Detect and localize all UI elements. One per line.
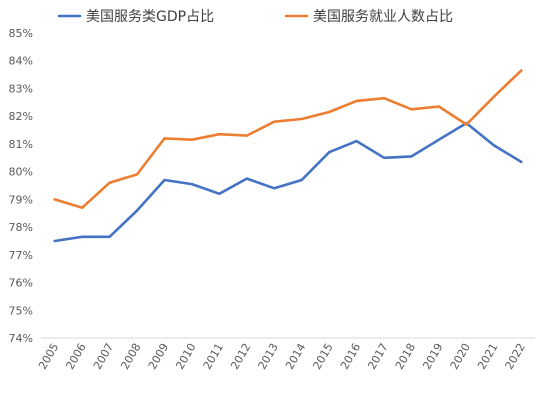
series-line-2 [53,69,523,209]
y-tick-label: 75% [9,304,33,317]
x-tick-label: 2017 [365,341,390,372]
y-tick-label: 79% [9,193,33,206]
legend: 美国服务类GDP占比 美国服务就业人数占比 [57,9,453,25]
x-tick-label: 2022 [503,341,528,372]
x-axis: 2005 2006 2007 2008 2009 2010 2011 2012 2013 2014… [36,337,535,372]
x-tick-label: 2019 [420,341,445,372]
x-tick-label: 2011 [201,341,226,372]
x-tick-label: 2020 [448,341,473,372]
y-tick-label: 74% [9,332,33,345]
x-tick-label: 2008 [118,341,143,372]
y-tick-label: 83% [9,82,33,95]
x-tick-label: 2018 [393,341,418,372]
y-axis: 74% 75% 76% 77% 78% 79% 80% 81% 82% 83% 84% 85% [9,27,33,345]
y-tick-label: 77% [9,249,33,262]
x-tick-label: 2016 [338,341,363,372]
x-tick-label: 2014 [283,341,308,372]
x-tick-label: 2013 [256,341,281,372]
x-tick-label: 2010 [173,341,198,372]
x-tick-label: 2009 [146,341,171,372]
series-group [53,69,523,243]
y-tick-label: 84% [9,55,33,68]
x-tick-label: 2005 [36,341,61,372]
y-tick-label: 76% [9,277,33,290]
legend-label: 美国服务就业人数占比 [313,9,453,25]
x-tick-label: 2015 [311,341,336,372]
x-tick-label: 2007 [91,341,116,372]
y-tick-label: 82% [9,110,33,123]
x-tick-label: 2021 [475,341,500,372]
x-tick-label: 2006 [64,341,89,372]
y-tick-label: 80% [9,166,33,179]
x-tick-label: 2012 [228,341,253,372]
legend-label: 美国服务类GDP占比 [86,9,214,25]
y-tick-label: 85% [9,27,33,40]
y-tick-label: 78% [9,221,33,234]
legend-item-1: 美国服务类GDP占比 [57,9,214,25]
series-line-1 [53,121,523,243]
y-tick-label: 81% [9,138,33,151]
legend-item-2: 美国服务就业人数占比 [284,9,453,25]
